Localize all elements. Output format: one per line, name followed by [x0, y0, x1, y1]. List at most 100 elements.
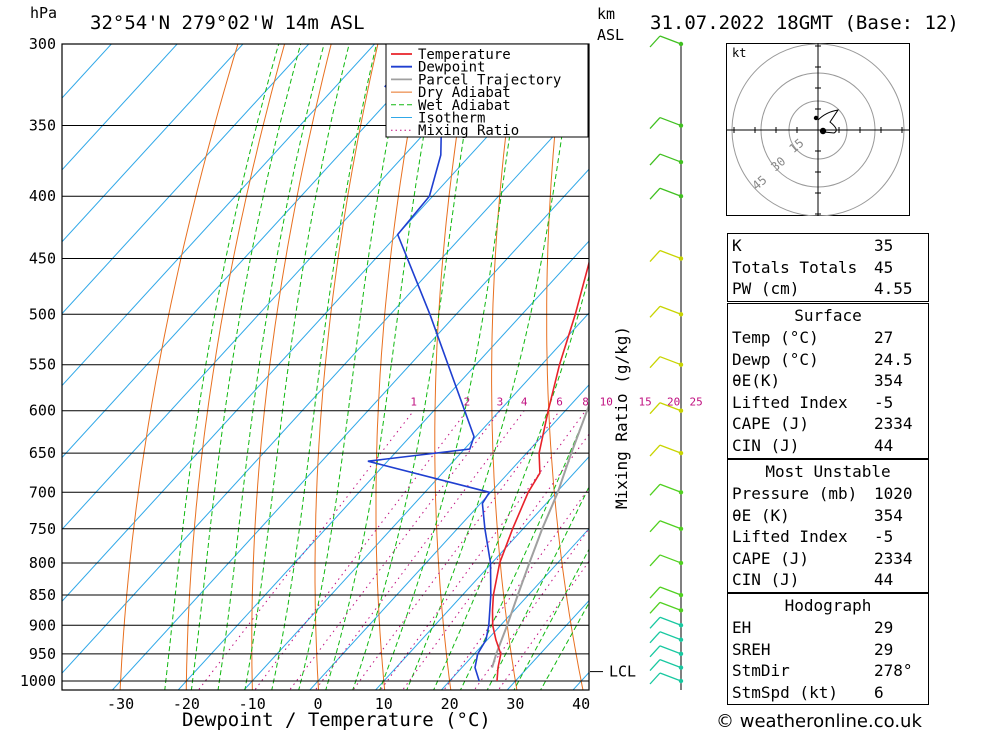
wind-barb-dot [678, 123, 684, 128]
isotherm-line [62, 96, 589, 674]
wind-barb-flag [649, 356, 661, 369]
mixing-ratio-line [197, 410, 415, 690]
wind-barb-flag [649, 645, 661, 658]
x-tick-label: 0 [313, 695, 322, 713]
table-row-label: Temp (°C) [732, 328, 819, 347]
wind-barb-flag [649, 631, 661, 644]
table-title: Most Unstable [765, 462, 891, 481]
wind-barb-flag [649, 402, 661, 415]
wind-barb-dot [678, 608, 684, 613]
mixing-ratio-line [379, 410, 587, 690]
wind-barb-dot [678, 408, 684, 413]
table-row-label: CIN (J) [732, 570, 800, 590]
mixing-ratio-label: 1 [410, 396, 417, 409]
legend-entry: Parcel Trajectory [418, 72, 561, 88]
dry-adiabat-line [652, 0, 720, 707]
legend-entry: Isotherm [418, 111, 485, 127]
y-tick-label: 700 [29, 483, 56, 501]
wind-barb-dot [678, 41, 684, 47]
y-tick-label: 950 [29, 645, 56, 663]
legend-entry: Dry Adiabat [418, 85, 511, 101]
wind-barb-flag [649, 187, 661, 200]
wind-barb-dot [678, 651, 684, 657]
plot-frame [61, 43, 590, 691]
table-row-value: 35 [874, 236, 894, 255]
isotherm-line [62, 44, 178, 171]
wind-barb-flag [649, 250, 661, 262]
wind-barb-staff [659, 402, 682, 412]
x-tick-label: 40 [572, 695, 590, 713]
isotherm-line [177, 240, 589, 690]
table-row-value: 29 [874, 639, 894, 659]
mixing-ratio-line [352, 410, 561, 690]
isotherm-line [62, 44, 113, 99]
table-row-value: 278° [874, 661, 913, 681]
hodograph-unit-label: kt [732, 46, 746, 60]
table-row-label: EH [732, 618, 752, 637]
x-tick-label: -30 [107, 695, 134, 713]
table-row-value: 4.55 [874, 279, 913, 299]
isotherm-line [62, 44, 310, 315]
y-tick-label: 300 [29, 35, 56, 53]
y-tick-label: 350 [29, 117, 56, 135]
table-row-value: 24.5 [874, 349, 913, 369]
most-unstable-table: Most Unstable Pressure (mb) 1020 θE (K) 354 L… [727, 459, 929, 593]
wind-barb-flag [649, 601, 661, 614]
hodograph-storm-marker [819, 127, 827, 135]
table-row-label: Dewp (°C) [732, 349, 819, 369]
table-row-value: 354 [874, 371, 903, 391]
table-row-label: K [732, 236, 742, 255]
table-row-label: θE (K) [732, 505, 790, 525]
isotherm-line [0, 0, 134, 707]
legend-entry: Mixing Ratio [418, 123, 519, 139]
y-tick-label: 850 [29, 586, 56, 604]
x-tick-label: 10 [375, 695, 393, 713]
wind-barb-staff [659, 153, 682, 163]
table-row-label: StmSpd (kt) [732, 682, 838, 702]
x-tick-label: 20 [441, 695, 459, 713]
table-row-value: 27 [874, 328, 894, 347]
wind-barb-staff [659, 616, 682, 626]
wind-barb-staff [659, 586, 682, 596]
dry-adiabat-line [185, 44, 286, 690]
location-title: 32°54'N 279°02'W 14m ASL [90, 12, 365, 34]
isotherm-line [440, 527, 589, 690]
table-row-value: 2334 [874, 414, 913, 434]
y-tick-label: 800 [29, 554, 56, 572]
y-tick-label: 500 [29, 305, 56, 323]
table-row-value: 44 [874, 436, 894, 455]
wind-barb-staff [659, 631, 682, 641]
hodograph-trace [817, 109, 840, 134]
x-tick-label: 30 [506, 695, 524, 713]
wind-barb-flag [649, 117, 661, 129]
mixing-ratio-label: 6 [556, 396, 563, 409]
asl-label: ASL [597, 26, 625, 44]
wind-barb-staff [659, 35, 682, 45]
y-tick-label: 650 [29, 444, 56, 462]
table-row-value: -5 [874, 392, 894, 412]
surface-table: Surface Temp (°C) 27 Dewp (°C) 24.5 θE(K) 354 L… [727, 303, 929, 459]
hodograph-point [813, 115, 819, 121]
table-row-value: 44 [874, 570, 894, 590]
y-tick-label: 450 [29, 250, 56, 268]
legend-box [385, 43, 589, 138]
wind-barb-dot [678, 560, 684, 566]
table-row-label: PW (cm) [732, 279, 800, 299]
mixing-ratio-axis-label: Mixing Ratio (g/kg) [612, 325, 631, 509]
wind-barb-dot [678, 592, 684, 598]
table-row-label: Lifted Index [732, 527, 848, 547]
wind-barb-dot [678, 450, 684, 456]
wind-barb-dot [678, 665, 684, 670]
wind-barb-dot [678, 159, 684, 165]
table-row-value: 45 [874, 257, 894, 277]
wind-barb-staff [659, 520, 682, 530]
table-title: Surface [794, 306, 862, 325]
table-row-value: -5 [874, 527, 894, 547]
table-row-label: Pressure (mb) [732, 484, 858, 503]
y-tick-label: 1000 [20, 672, 56, 690]
mixing-ratio-label: 8 [582, 396, 589, 409]
wind-barb-flag [649, 520, 661, 533]
wind-barb-staff [659, 249, 682, 260]
table-row-value: 354 [874, 505, 903, 525]
